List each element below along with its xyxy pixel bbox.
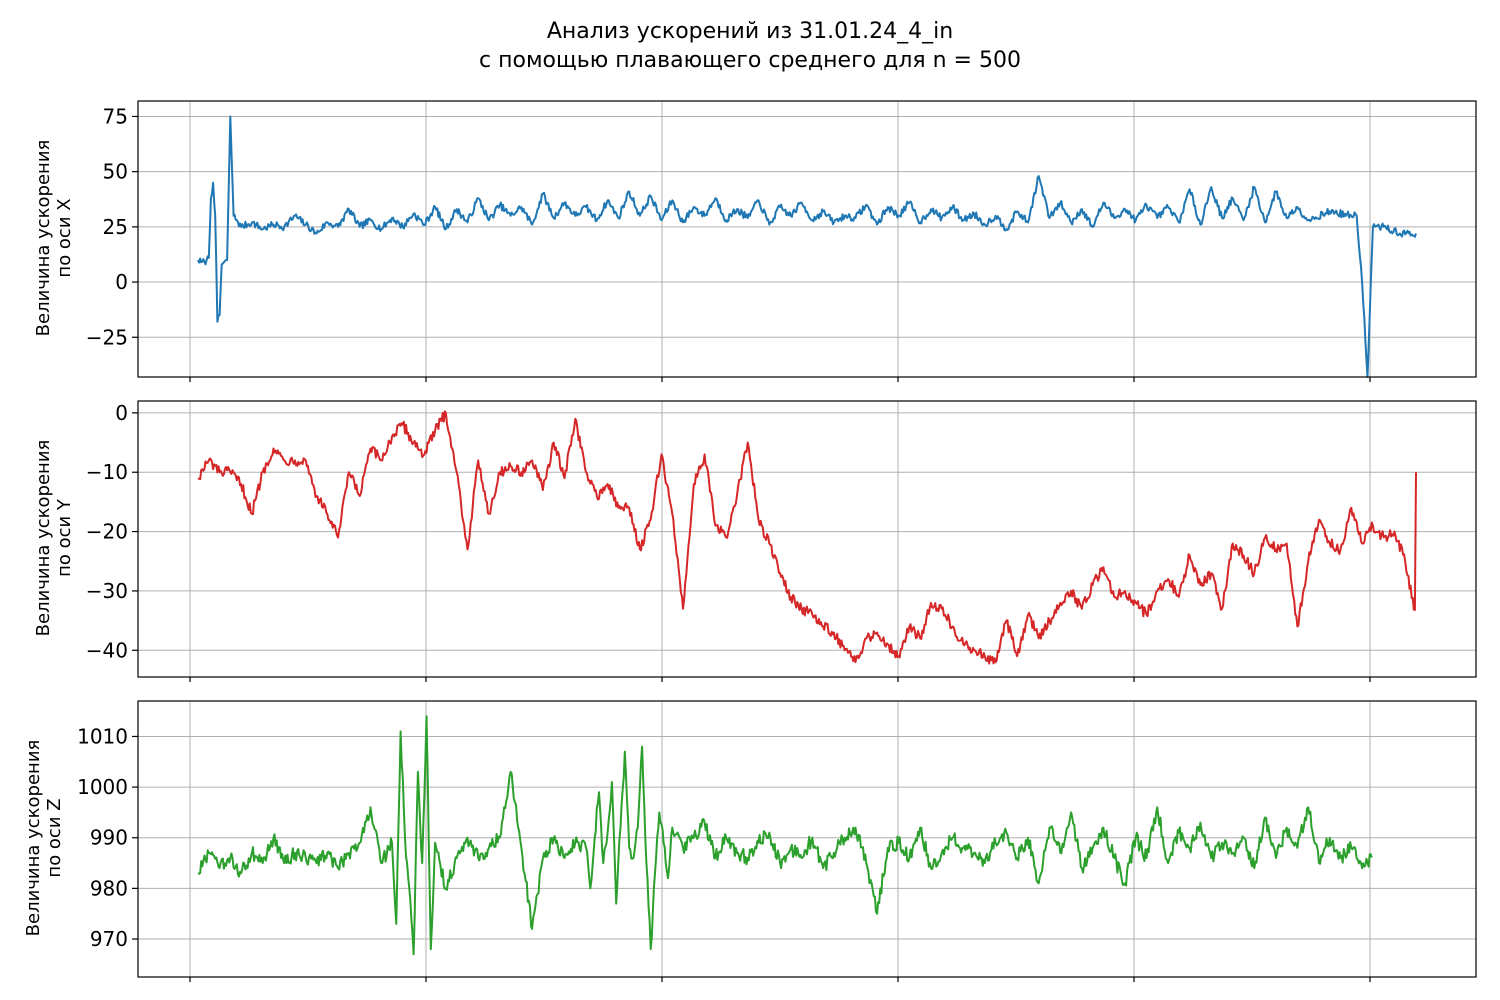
ytick-label-z-1: 1000 <box>77 775 128 799</box>
ylabel-y-line-2: по оси Y <box>54 498 75 577</box>
ytick-label-x-0: 75 <box>103 104 128 128</box>
axes-frame-z <box>137 700 1477 978</box>
ytick-label-z-4: 970 <box>90 927 128 951</box>
ylabel-x-line-2: по оси X <box>54 198 75 277</box>
axes-frame-y <box>137 400 1477 678</box>
ytick-label-x-2: 25 <box>103 215 128 239</box>
ytick-label-y-2: −20 <box>86 520 128 544</box>
ylabel-z-line-1: Величина ускорения <box>23 740 44 937</box>
chart-title-line-2: с помощью плавающего среднего для n = 50… <box>479 48 1021 73</box>
ytick-label-y-1: −10 <box>86 460 128 484</box>
series-line-y <box>197 410 1417 665</box>
ytick-label-z-2: 990 <box>90 826 128 850</box>
ylabel-y-line-1: Величина ускорения <box>33 440 54 637</box>
axes-frame-x <box>137 100 1477 378</box>
ytick-label-y-4: −40 <box>86 638 128 662</box>
ytick-label-x-1: 50 <box>103 160 128 184</box>
subplot-y-axis-acceleration: Величина ускорения по оси Y 0 −10 −20 −30 −4… <box>33 400 1477 682</box>
subplot-z-axis-acceleration: Величина ускорения по оси Z 1010 1000 990 9… <box>23 700 1477 982</box>
ytick-label-y-3: −30 <box>86 579 128 603</box>
series-line-z <box>197 715 1373 956</box>
ytick-label-x-4: −25 <box>86 325 128 349</box>
series-line-x <box>197 115 1417 378</box>
ylabel-x-line-1: Величина ускорения <box>33 140 54 337</box>
ytick-label-z-3: 980 <box>90 876 128 900</box>
ylabel-z-line-2: по оси Z <box>44 798 65 877</box>
ytick-label-x-3: 0 <box>115 270 128 294</box>
subplot-x-axis-acceleration: Величина ускорения по оси X 75 50 25 0 −25 <box>33 100 1477 382</box>
ytick-label-y-0: 0 <box>115 401 128 425</box>
chart-title-line-1: Анализ ускорений из 31.01.24_4_in <box>547 19 953 44</box>
ytick-label-z-0: 1010 <box>77 724 128 748</box>
